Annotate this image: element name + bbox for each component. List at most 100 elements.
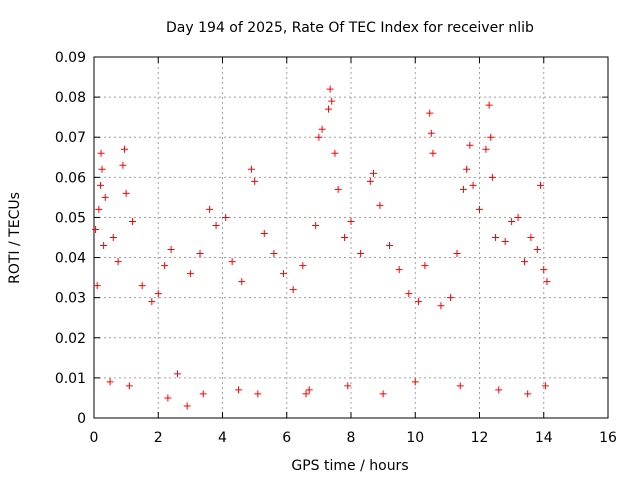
- y-tick-label: 0.09: [55, 50, 86, 66]
- data-point: [495, 386, 503, 394]
- data-point: [492, 234, 500, 241]
- y-tick-label: 0: [77, 411, 86, 427]
- data-point: [341, 234, 349, 241]
- data-point: [254, 390, 262, 398]
- data-point: [222, 213, 230, 221]
- y-tick-label: 0.02: [55, 331, 86, 347]
- x-tick-label: 10: [406, 430, 424, 446]
- x-tick-label: 16: [599, 430, 617, 446]
- data-point: [167, 246, 175, 254]
- data-point: [386, 242, 394, 250]
- data-point: [347, 217, 355, 225]
- data-point: [238, 278, 246, 286]
- data-point: [302, 390, 310, 398]
- y-tick-label: 0.07: [55, 130, 86, 146]
- data-point: [459, 185, 467, 193]
- data-point: [524, 390, 532, 398]
- y-tick-label: 0.04: [55, 251, 86, 267]
- data-point: [206, 205, 214, 213]
- data-point: [92, 225, 100, 233]
- data-point: [447, 294, 455, 302]
- x-tick-label: 6: [282, 430, 291, 446]
- data-point: [97, 149, 105, 157]
- data-point: [164, 394, 172, 402]
- data-points: [92, 85, 551, 410]
- data-point: [98, 165, 106, 173]
- data-point: [405, 290, 413, 298]
- data-point: [122, 189, 130, 197]
- y-tick-label: 0.05: [55, 210, 86, 226]
- data-point: [270, 250, 278, 258]
- data-point: [456, 382, 464, 390]
- chart-title: Day 194 of 2025, Rate Of TEC Index for r…: [166, 20, 534, 36]
- data-point: [533, 246, 541, 254]
- data-point: [369, 169, 377, 177]
- data-point: [411, 378, 419, 386]
- data-point: [251, 177, 259, 185]
- data-point: [154, 290, 162, 298]
- data-point: [138, 282, 146, 290]
- data-point: [540, 266, 548, 274]
- data-point: [366, 177, 374, 185]
- x-tick-label: 2: [154, 430, 163, 446]
- y-axis-label: ROTI / TECUs: [7, 192, 23, 284]
- data-point: [183, 402, 191, 410]
- data-point: [469, 181, 477, 189]
- x-tick-label: 0: [90, 430, 99, 446]
- data-point: [426, 109, 434, 117]
- data-point: [148, 298, 156, 306]
- data-point: [289, 286, 297, 294]
- x-tick-label: 12: [471, 430, 489, 446]
- data-point: [325, 105, 333, 113]
- data-point: [280, 270, 288, 278]
- data-point: [100, 242, 108, 250]
- data-point: [527, 234, 535, 241]
- data-point: [453, 250, 461, 258]
- data-point: [537, 181, 545, 189]
- data-point: [96, 181, 104, 189]
- data-point: [247, 165, 255, 173]
- data-point: [541, 382, 549, 390]
- data-point: [379, 390, 387, 398]
- data-point: [93, 282, 101, 290]
- data-point: [228, 258, 236, 266]
- data-point: [501, 238, 509, 246]
- data-point: [395, 266, 403, 274]
- data-point: [543, 278, 551, 286]
- data-point: [101, 193, 109, 201]
- data-point: [344, 382, 352, 390]
- data-point: [235, 386, 243, 394]
- x-tick-label: 4: [218, 430, 227, 446]
- data-point: [508, 217, 516, 225]
- data-point: [212, 221, 220, 229]
- data-point: [376, 201, 384, 209]
- data-point: [427, 129, 435, 137]
- y-tick-label: 0.01: [55, 371, 86, 387]
- y-tick-label: 0.06: [55, 170, 86, 186]
- data-point: [437, 302, 445, 310]
- data-point: [520, 258, 528, 266]
- data-point: [487, 133, 495, 141]
- data-point: [125, 382, 133, 390]
- axis-ticks: 0 2 4 6 8 10 12 14 16 0 0.01 0.02 0.03 0.04 0.05 0.06 0.…: [55, 50, 617, 446]
- grid-lines: [94, 57, 608, 418]
- data-point: [106, 378, 114, 386]
- data-point: [199, 390, 207, 398]
- data-point: [305, 386, 313, 394]
- x-tick-label: 14: [535, 430, 553, 446]
- data-point: [485, 101, 493, 109]
- data-point: [299, 262, 307, 270]
- data-point: [260, 229, 268, 237]
- data-point: [421, 262, 429, 270]
- y-tick-label: 0.08: [55, 90, 86, 106]
- data-point: [95, 205, 103, 213]
- data-point: [482, 145, 490, 153]
- data-point: [429, 149, 437, 157]
- data-point: [514, 213, 522, 221]
- data-point: [129, 217, 137, 225]
- data-point: [357, 250, 365, 258]
- data-point: [488, 173, 496, 181]
- data-point: [315, 133, 323, 141]
- data-point: [186, 270, 194, 278]
